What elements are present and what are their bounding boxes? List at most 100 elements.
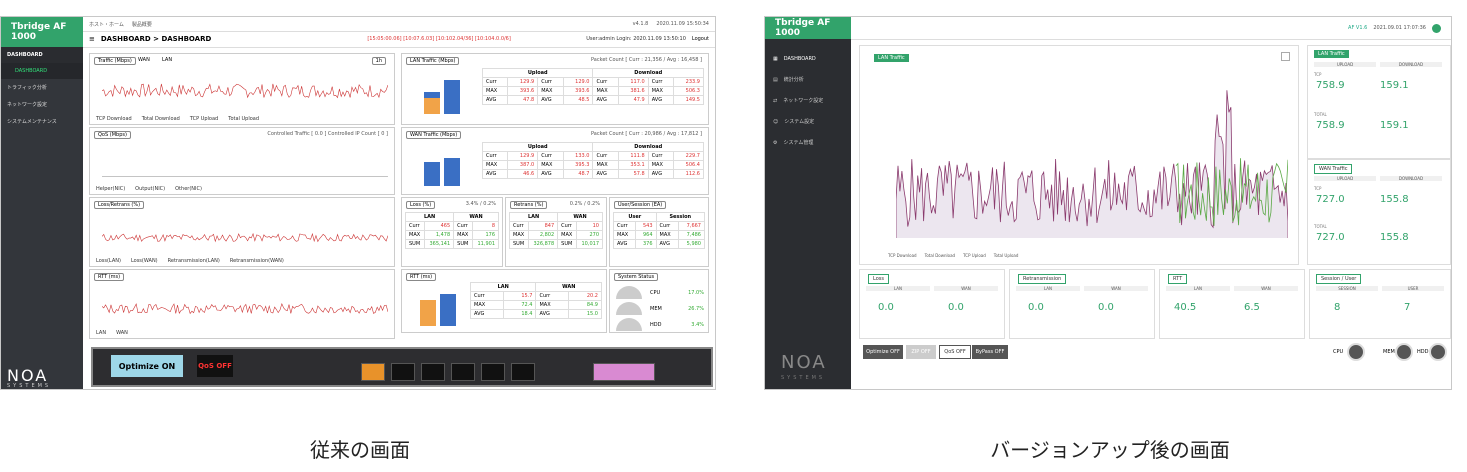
- old-loss-chart: [102, 232, 388, 243]
- qos-off-button[interactable]: QoS OFF: [939, 345, 971, 359]
- old-qos-info: Controlled Traffic [ 0.0 ] Controlled IP…: [267, 131, 388, 137]
- old-nav-dashboard[interactable]: DASHBOARD: [1, 47, 83, 63]
- mem-value: 26.7%: [688, 306, 704, 312]
- wan-total-download: 155.8: [1380, 232, 1409, 243]
- old-user-session-table: User Session Curr 543 Curr 7,667 MAX 964 MAX 7,…: [612, 212, 706, 249]
- new-session-panel: Session / User SESSION USER 8 7: [1309, 269, 1451, 339]
- new-nav-network[interactable]: ⇄ ネットワーク設定: [765, 90, 851, 111]
- old-lan-radio[interactable]: LAN: [162, 57, 173, 63]
- legend-loss-lan[interactable]: Loss(LAN): [96, 258, 121, 264]
- old-retrans-ratio: 0.2% / 0.2%: [569, 201, 600, 207]
- old-rtt-bar-chart: [420, 294, 456, 326]
- new-nav-system-admin[interactable]: ⚙ システム管理: [765, 132, 851, 153]
- old-nav-traffic[interactable]: トラフィック分析: [7, 85, 47, 91]
- total-label: TOTAL: [1314, 112, 1327, 117]
- loss-wan-value: 0.0: [948, 302, 964, 313]
- legend-total-download[interactable]: Total Download: [141, 116, 180, 122]
- lan-total-download: 159.1: [1380, 120, 1409, 131]
- avatar[interactable]: [1432, 23, 1441, 33]
- old-retrans-title: Retrans (%): [510, 201, 548, 209]
- lan-header: LAN: [1016, 286, 1080, 291]
- hdd-gauge: [616, 318, 642, 331]
- new-brand-sub: SYSTEMS: [781, 375, 826, 381]
- old-qos-legend: Helper(NIC) Output(NIC) Other(NIC): [96, 186, 202, 192]
- old-wan-radio[interactable]: WAN: [138, 57, 150, 63]
- old-traffic-panel: Traffic (Mbps) WAN LAN 1h TCP Download T…: [89, 53, 395, 125]
- old-retrans-panel: Retrans (%) 0.2% / 0.2% LAN WAN Curr 847 Cu…: [505, 197, 607, 267]
- mem-gauge: [616, 302, 642, 315]
- old-user-info: User:admin Login: 2020.11.09 13:50:10: [586, 36, 686, 42]
- old-home-link[interactable]: ホスト・ホーム: [89, 21, 124, 28]
- user-value: 7: [1404, 302, 1411, 313]
- device-port: [391, 363, 415, 381]
- old-nav-network[interactable]: ネットワーク設定: [7, 102, 48, 108]
- nav-label: DASHBOARD: [783, 56, 816, 62]
- old-brand-logo: NOA: [7, 366, 49, 385]
- legend-retrans-lan[interactable]: Retransmission(LAN): [167, 258, 220, 264]
- old-zoom-button[interactable]: 1h: [371, 57, 386, 65]
- tcp-label: TCP: [1314, 72, 1322, 77]
- session-value: 8: [1334, 302, 1341, 313]
- old-main: Traffic (Mbps) WAN LAN 1h TCP Download T…: [89, 53, 711, 389]
- nav-label: システム管理: [783, 140, 814, 146]
- old-device-panel: Optimize ON QoS OFF: [91, 347, 713, 387]
- legend-rtt-wan[interactable]: WAN: [116, 330, 128, 336]
- old-loss-legend: Loss(LAN) Loss(WAN) Retransmission(LAN) …: [96, 258, 284, 264]
- expand-icon[interactable]: [1281, 52, 1290, 61]
- legend-total-upload[interactable]: Total Upload: [993, 253, 1019, 258]
- new-lan-traffic-title: LAN Traffic: [1314, 50, 1349, 58]
- optimize-off-button[interactable]: Optimize OFF: [863, 345, 903, 359]
- old-lan-bar-chart: [424, 80, 460, 114]
- dashboard-icon: ▦: [773, 56, 778, 62]
- optimize-on-button[interactable]: Optimize ON: [111, 355, 183, 377]
- old-logout-button[interactable]: Logout: [691, 36, 709, 42]
- old-retrans-table: LAN WAN Curr 847 Curr 10 MAX 2,802 MAX 270 SUM 3…: [508, 212, 603, 249]
- zip-off-button[interactable]: ZIP OFF: [906, 345, 936, 359]
- upload-header: UPLOAD: [1314, 176, 1376, 181]
- loss-lan-value: 0.0: [878, 302, 894, 313]
- old-rtt-table: LAN WAN Curr 15.7 Curr 20.2 MAX 72.4 MAX 84.9 A…: [469, 282, 602, 319]
- legend-tcp-upload[interactable]: TCP Upload: [189, 116, 219, 122]
- legend-total-download[interactable]: Total Download: [924, 253, 956, 258]
- old-loss-panel: Loss (%) 3.4% / 0.2% LAN WAN Curr 465 Curr 8…: [401, 197, 503, 267]
- old-logo: Tbridge AF 1000: [1, 17, 83, 47]
- lan-tcp-download: 159.1: [1380, 80, 1409, 91]
- legend-output[interactable]: Output(NIC): [135, 186, 166, 192]
- new-nav-system-settings[interactable]: ☺ システム設定: [765, 111, 851, 132]
- nav-label: 統計分析: [783, 77, 804, 83]
- lan-header: LAN: [866, 286, 930, 291]
- legend-rtt-lan[interactable]: LAN: [96, 330, 107, 336]
- device-port: [511, 363, 535, 381]
- new-nav-stats[interactable]: ▤ 統計分析: [765, 69, 851, 90]
- legend-other[interactable]: Other(NIC): [175, 186, 202, 192]
- legend-loss-wan[interactable]: Loss(WAN): [130, 258, 158, 264]
- old-nav-dashboard-sub[interactable]: DASHBOARD: [1, 63, 83, 79]
- old-user-session-panel: User/Session (EA) User Session Curr 543 Cur…: [609, 197, 709, 267]
- legend-helper[interactable]: Helper(NIC): [96, 186, 126, 192]
- old-menu-icon[interactable]: ≡: [89, 35, 95, 43]
- bypass-off-button[interactable]: ByPass OFF: [972, 345, 1008, 359]
- wan-header: WAN: [934, 286, 998, 291]
- cpu-value: 17.0%: [688, 290, 704, 296]
- chart-icon: ▤: [773, 76, 778, 83]
- legend-total-upload[interactable]: Total Upload: [228, 116, 260, 122]
- qos-off-button[interactable]: QoS OFF: [197, 355, 233, 377]
- legend-tcp-download[interactable]: TCP Download: [888, 253, 917, 258]
- retrans-wan-value: 0.0: [1098, 302, 1114, 313]
- tcp-label: TCP: [1314, 186, 1322, 191]
- old-crumb[interactable]: 製品概要: [131, 21, 152, 28]
- new-nav-dashboard[interactable]: ▦ DASHBOARD: [765, 49, 851, 69]
- old-rtt-tbl-title: RTT (ms): [406, 273, 437, 281]
- hdd-label: HDD: [650, 322, 662, 328]
- old-rtt-table-panel: RTT (ms) LAN WAN Curr 15.7 Curr 20.2 MAX 72.4…: [401, 269, 607, 333]
- old-qos-title: QoS (Mbps): [94, 131, 131, 139]
- old-traffic-title: Traffic (Mbps): [94, 57, 136, 65]
- legend-retrans-wan[interactable]: Retransmission(WAN): [229, 258, 284, 264]
- legend-tcp-download[interactable]: TCP Download: [96, 116, 132, 122]
- old-nav-system[interactable]: システムメンテナンス: [7, 119, 57, 125]
- old-qos-chart: [102, 176, 388, 177]
- legend-tcp-upload[interactable]: TCP Upload: [963, 253, 986, 258]
- user-header: USER: [1382, 286, 1444, 291]
- rtt-lan-value: 40.5: [1174, 302, 1197, 313]
- new-wan-traffic-title: WAN Traffic: [1314, 164, 1353, 174]
